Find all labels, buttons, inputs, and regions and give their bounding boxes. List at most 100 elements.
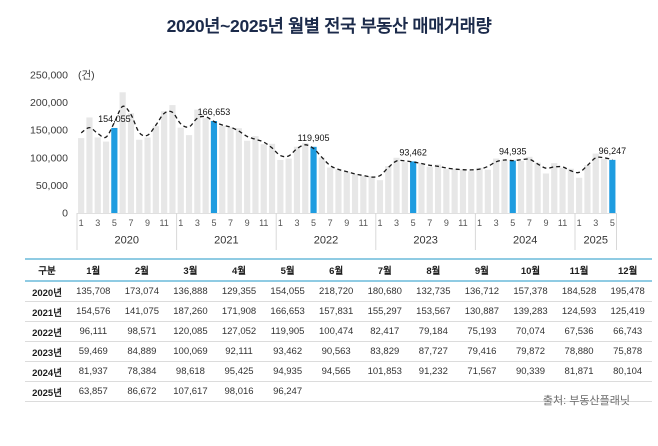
column-header: 11월 — [554, 258, 604, 282]
trend-line — [80, 105, 613, 178]
month-tick-label: 7 — [328, 218, 333, 228]
column-header: 8월 — [409, 258, 458, 282]
table-cell: 70,074 — [506, 321, 555, 342]
y-axis-tick-label: 50,000 — [36, 180, 68, 192]
bar — [551, 163, 558, 213]
bar — [592, 153, 599, 213]
table-cell: 67,536 — [554, 321, 604, 342]
bar-chart: 0 50,000 100,000 150,000 200,000 250,000 (건) 1 3… — [30, 70, 626, 250]
table-cell: 94,935 — [263, 361, 312, 382]
table-cell: 75,193 — [457, 321, 507, 342]
table-row: 2023년 59,469 84,889 100,069 92,111 93,462 90,5… — [25, 341, 652, 362]
row-header: 2020년 — [25, 281, 69, 302]
table-cell: 90,563 — [311, 341, 361, 362]
table-cell: 82,417 — [360, 321, 410, 342]
month-tick-label: 5 — [211, 218, 216, 228]
bar — [335, 169, 342, 213]
source-credit: 출처: 부동산플래닛 — [542, 395, 630, 407]
table-cell: 79,184 — [409, 321, 458, 342]
bar — [484, 169, 491, 213]
highlighted-bar-2021-05 — [210, 121, 218, 213]
table-cell: 91,232 — [409, 361, 458, 382]
bar — [78, 138, 85, 213]
table-cell: 155,297 — [360, 301, 410, 322]
highlighted-bar-2020-05 — [111, 127, 118, 213]
table-cell: 173,074 — [117, 281, 167, 302]
month-tick-label: 11 — [558, 218, 567, 228]
table-cell: 187,260 — [166, 301, 215, 322]
table-cell: 92,111 — [214, 341, 264, 362]
month-tick-label: 11 — [159, 218, 168, 228]
table-cell: 98,016 — [214, 381, 264, 402]
bar — [235, 128, 242, 213]
chart-title: 2020년~2025년 월별 전국 부동산 매매거래량 — [166, 16, 492, 36]
highlighted-bar-2022-05 — [310, 146, 317, 213]
month-tick-label: 7 — [128, 218, 133, 228]
bar — [144, 137, 151, 213]
month-tick-label: 3 — [494, 218, 499, 228]
table-row: 2024년 81,937 78,384 98,618 95,425 94,935 94,56… — [25, 361, 652, 382]
bar — [401, 162, 408, 213]
bar — [202, 118, 209, 213]
table-cell: 153,567 — [409, 301, 458, 322]
data-label-2020-may: 154,055 — [98, 114, 131, 124]
table-cell: 166,653 — [263, 301, 312, 322]
bar — [468, 171, 475, 213]
month-tick-label: 1 — [377, 218, 382, 228]
bar — [376, 180, 384, 213]
monthly-data-table: 구분 1월 2월 3월 4월 5월 6월 7월 8월 9월 10월 11월 12월 2020년 135,7… — [25, 258, 652, 402]
row-header: 2023년 — [25, 341, 69, 362]
bar — [327, 167, 334, 213]
column-header: 7월 — [360, 258, 410, 282]
table-cell: 135,708 — [69, 281, 118, 302]
table-cell: 100,474 — [311, 321, 361, 342]
table-row: 2022년 96,111 98,571 120,085 127,052 119,905 10… — [25, 321, 652, 342]
year-label: 2021 — [214, 235, 238, 247]
column-header: 2월 — [117, 258, 167, 282]
bar — [418, 163, 425, 213]
year-label: 2020 — [115, 235, 139, 247]
highlighted-bar-2023-05 — [410, 161, 417, 213]
bar — [567, 168, 574, 213]
table-cell: 75,878 — [603, 341, 652, 362]
highlighted-bar-2025-05 — [609, 159, 616, 213]
table-cell: 125,419 — [603, 301, 652, 322]
table-cell: 136,712 — [457, 281, 507, 302]
bar — [368, 176, 375, 213]
table-cell: 83,829 — [360, 341, 410, 362]
y-axis-tick-label: 250,000 — [30, 70, 68, 82]
table-cell: 81,937 — [69, 361, 118, 382]
table-cell: 78,880 — [554, 341, 604, 362]
table-cell: 171,908 — [214, 301, 264, 322]
month-tick-label: 11 — [259, 218, 268, 228]
bar — [343, 171, 350, 213]
data-label-2021-may: 166,653 — [198, 107, 231, 117]
bar — [517, 160, 525, 213]
bar — [94, 137, 101, 213]
month-tick-label: 5 — [510, 218, 515, 228]
table-cell — [457, 381, 507, 402]
bar — [169, 105, 176, 213]
table-cell: 66,743 — [603, 321, 652, 342]
month-tick-label: 1 — [577, 218, 582, 228]
bar — [268, 143, 276, 213]
table-cell: 139,283 — [506, 301, 555, 322]
bar — [351, 174, 359, 213]
table-cell: 136,888 — [166, 281, 215, 302]
table-cell — [603, 381, 652, 402]
month-tick-label: 1 — [278, 218, 283, 228]
bar — [576, 177, 583, 213]
y-axis-tick-label: 100,000 — [30, 152, 68, 164]
table-cell: 154,576 — [69, 301, 118, 322]
table-cell: 184,528 — [554, 281, 604, 302]
table-cell: 130,887 — [457, 301, 507, 322]
bar — [542, 173, 550, 213]
bar — [227, 127, 234, 213]
table-row: 2021년 154,576 141,075 187,260 171,908 166,653… — [25, 301, 652, 322]
table-cell: 132,735 — [409, 281, 458, 302]
data-label-2023-may: 93,462 — [399, 147, 427, 157]
table-cell — [554, 381, 604, 402]
table-cell: 127,052 — [214, 321, 264, 342]
table-cell: 87,727 — [409, 341, 458, 362]
